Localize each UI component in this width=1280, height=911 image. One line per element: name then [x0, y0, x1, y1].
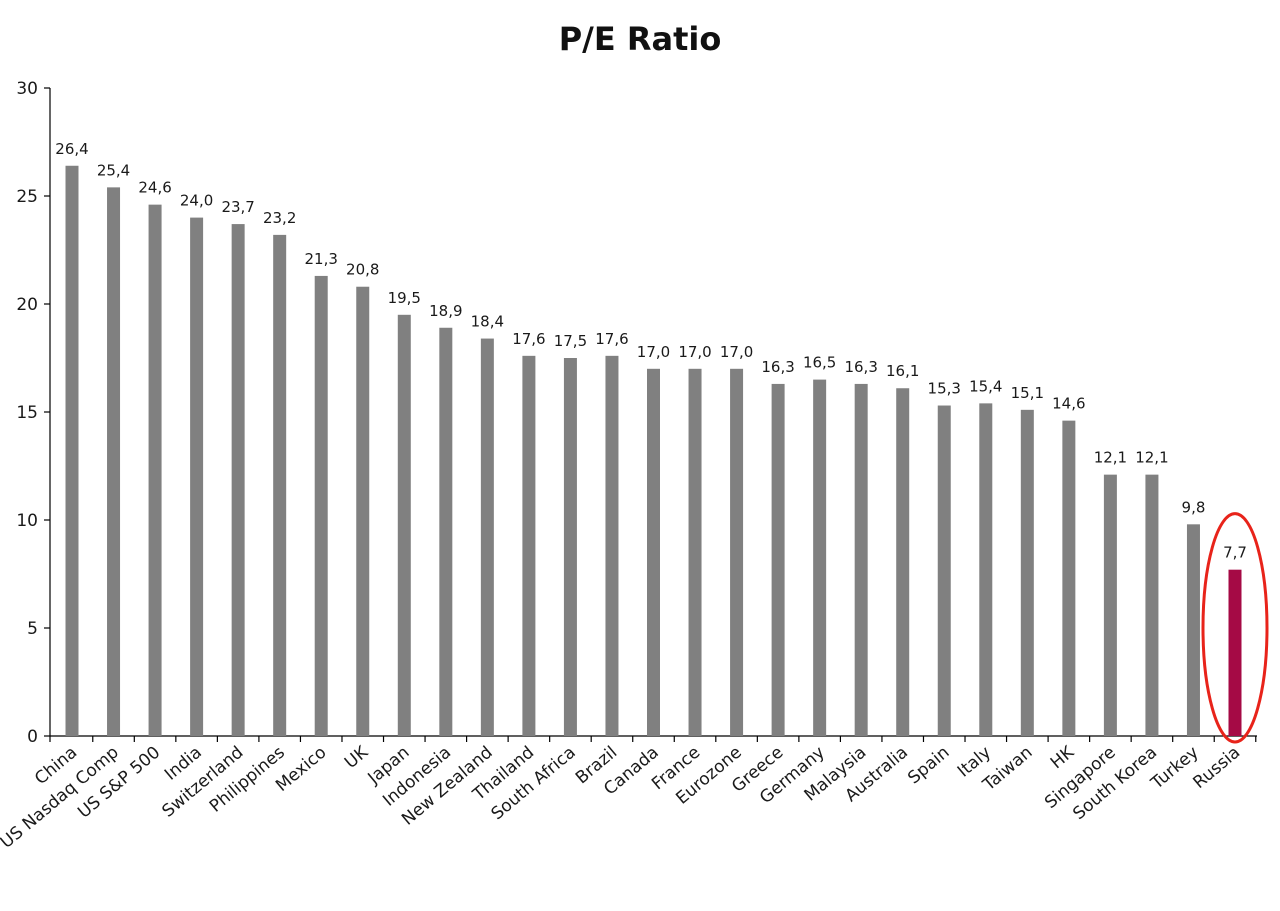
bar [1103, 474, 1117, 736]
data-label: 16,5 [803, 354, 836, 372]
data-label: 24,6 [138, 179, 171, 197]
bar [480, 338, 494, 736]
axes: 0 5 10 15 20 25 30 [16, 79, 1257, 747]
bar [896, 388, 910, 736]
data-label: 14,6 [1052, 395, 1085, 413]
highlight-circle [1201, 512, 1269, 744]
bar [356, 286, 370, 736]
data-label: 7,7 [1223, 544, 1247, 562]
bar [439, 327, 453, 736]
bar [979, 403, 993, 736]
data-label: 17,0 [720, 343, 753, 361]
data-label: 21,3 [305, 250, 338, 268]
bar [813, 379, 827, 736]
category-label: Russia [1189, 743, 1244, 793]
bar [854, 383, 868, 736]
bar [937, 405, 951, 736]
bar [647, 368, 660, 736]
bars [65, 165, 1242, 737]
bar [190, 217, 204, 737]
y-tick-label: 30 [16, 79, 38, 99]
y-tick-label: 10 [16, 511, 38, 531]
bar [314, 275, 328, 736]
category-label: Spain [904, 743, 953, 789]
data-label: 19,5 [388, 289, 421, 307]
data-label: 9,8 [1182, 498, 1206, 516]
data-label: 16,3 [844, 358, 877, 376]
y-tick-label: 0 [27, 727, 38, 747]
data-label: 12,1 [1094, 449, 1127, 467]
data-label: 15,3 [928, 380, 961, 398]
bar [1228, 569, 1242, 736]
data-label: 17,5 [554, 332, 587, 350]
bar [688, 368, 702, 736]
data-label: 20,8 [346, 261, 379, 279]
bar [397, 314, 411, 736]
highlight-annotation [1201, 512, 1269, 744]
data-label: 17,6 [512, 330, 545, 348]
data-label: 25,4 [97, 161, 130, 179]
bar [771, 383, 785, 736]
bar [1145, 474, 1159, 736]
bar [730, 368, 744, 736]
data-label: 15,1 [1011, 384, 1044, 402]
bar [231, 224, 245, 736]
data-label: 16,1 [886, 362, 919, 380]
category-label: HK [1047, 742, 1079, 773]
bar [1062, 420, 1076, 736]
bar [605, 355, 619, 736]
chart-title: P/E Ratio [559, 20, 722, 58]
data-label: 17,6 [595, 330, 628, 348]
data-label: 12,1 [1135, 449, 1168, 467]
data-label: 18,4 [471, 313, 504, 331]
bar [1020, 409, 1034, 736]
bar [107, 187, 121, 737]
bar [273, 234, 287, 736]
bar [1186, 524, 1200, 736]
y-tick-label: 25 [16, 187, 38, 207]
data-label: 23,2 [263, 209, 296, 227]
bar [148, 204, 162, 736]
data-label: 15,4 [969, 377, 1002, 395]
y-tick-label: 15 [16, 403, 38, 423]
category-label: Turkey [1147, 743, 1203, 795]
bar [65, 165, 79, 736]
bar [522, 355, 536, 736]
data-label: 17,0 [678, 343, 711, 361]
data-label: 24,0 [180, 192, 213, 210]
data-label: 26,4 [55, 140, 88, 158]
y-tick-label: 5 [27, 619, 38, 639]
data-label: 16,3 [761, 358, 794, 376]
y-tick-label: 20 [16, 295, 38, 315]
data-label: 17,0 [637, 343, 670, 361]
data-labels: 26,4 25,4 24,6 24,0 23,7 23,2 21,3 20,8 19,5 18,9… [55, 140, 1247, 562]
bar [563, 358, 577, 736]
data-label: 18,9 [429, 302, 462, 320]
category-label: UK [341, 742, 373, 773]
data-label: 23,7 [221, 198, 254, 216]
